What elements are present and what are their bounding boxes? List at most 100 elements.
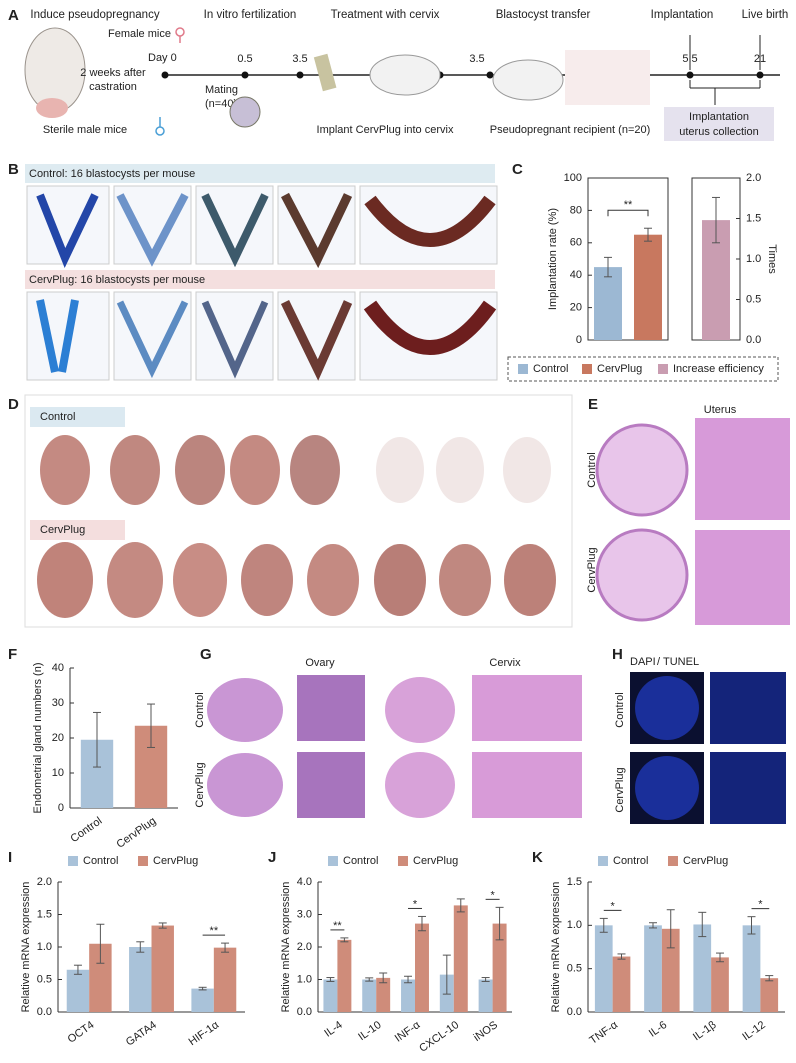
x-tick-label: IL-12 [740,1019,767,1043]
legend-swatch [598,856,608,866]
y-tick-label: 100 [564,172,582,184]
group-header: Control: 16 blastocysts per mouse [29,168,195,180]
collection-label: Implantation [689,111,749,123]
y-tick-label: 0.0 [37,1006,52,1018]
panel-frame [24,394,573,628]
female-label: Female mice [108,28,171,40]
y-tick-label: 0.5 [746,293,761,305]
row-label: Control [194,692,206,727]
uterus-images [26,185,498,381]
y-tick-label: 2.0 [297,941,312,953]
legend-label: Control [533,363,568,375]
day0-label: Day 0 [148,52,177,64]
y-tick-label: 20 [570,302,582,314]
day-label: 3.5 [469,53,484,65]
timeline-dots [161,71,764,79]
panel-label: I [8,849,12,866]
male-symbol [155,117,165,136]
x-tick-label: OCT4 [66,1019,97,1046]
group-label: CervPlug [40,524,85,536]
bar [129,947,152,1012]
step-title: Live birth [742,9,789,21]
bar [401,979,415,1012]
bar [634,234,662,340]
x-tick-label: CXCL-10 [417,1019,461,1055]
cervix-illustration [313,53,337,92]
y-tick-label: 1.0 [297,973,312,985]
x-tick-label: IL-4 [322,1019,344,1040]
significance: * [490,889,495,901]
bar [453,905,468,1012]
arrows [689,35,761,105]
bar [760,978,779,1012]
bar [89,943,112,1012]
recipient-label: Pseudopregnant recipient (n=20) [490,124,651,136]
castration-label: castration [89,81,137,93]
x-tick-label: GATA4 [124,1019,159,1049]
histology-zoom [695,418,790,520]
panel-label: H [612,646,623,663]
step-title: Induce pseudopregnancy [30,9,159,21]
panel-label: D [8,396,19,413]
legend-label: CervPlug [153,855,198,867]
panel-d: Control CervPlug [24,394,573,628]
x-tick-label: IL-1β [691,1019,719,1043]
panel-label: G [200,646,212,663]
y-tick-label: 2.0 [37,876,52,888]
castration-label: 2 weeks after [80,67,146,79]
y-tick-label: 30 [52,697,64,709]
panel-label: B [8,161,19,178]
bar [66,969,90,1012]
panel-e: Uterus Control CervPlug [586,404,790,625]
y-tick-label: 20 [52,732,64,744]
label-bar [30,520,125,540]
bar [644,925,662,1012]
pup-images [37,435,556,618]
significance: * [758,899,763,911]
y-tick-label: 0.0 [746,334,761,346]
y-tick-label: 1.0 [567,919,582,931]
mating-label: (n=40) [205,98,237,110]
y-tick-label: 10 [52,767,64,779]
y-tick-label: 3.0 [297,908,312,920]
y-axis-title: Relative mRNA expression [20,882,32,1013]
group-header: CervPlug: 16 blastocysts per mouse [29,274,205,286]
legend-label: Control [343,855,378,867]
y-axis-title: Relative mRNA expression [280,882,292,1013]
histology-images [207,675,582,818]
bar [711,957,729,1012]
uterus-illustration [36,98,68,118]
significance-bar [607,209,649,217]
y-tick-label: 0.0 [567,1006,582,1018]
step-title: Blastocyst transfer [496,9,591,21]
stain-label: TUNEL [663,656,699,668]
y2-axis-title: Times [766,244,778,274]
row-label: CervPlug [614,767,626,812]
panel-a: Induce pseudopregnancy In vitro fertiliz… [24,9,789,141]
panel-label: E [588,396,598,413]
row-label: Control [586,452,598,487]
bar [376,977,391,1012]
panel-title: Uterus [704,404,737,416]
legend-frame [507,356,779,382]
stain-label: / [657,656,661,668]
bar [362,979,377,1012]
legend-label: CervPlug [683,855,728,867]
legend-swatch [658,364,668,374]
significance: ** [333,920,342,932]
y-tick-label: 2.0 [746,172,761,184]
y-axis-title: Implantation rate (%) [547,208,559,310]
step-title: Treatment with cervix [331,9,440,21]
y-tick-label: 0 [576,334,582,346]
y-tick-label: 40 [52,662,64,674]
panel-labels: A B C D E F G H I J K [8,7,623,866]
collection-label: uterus collection [679,126,759,138]
panel-label: C [512,161,523,178]
legend-label: CervPlug [597,363,642,375]
y-tick-label: 4.0 [297,876,312,888]
mouse-illustration [492,59,564,101]
y-tick-label: 40 [570,269,582,281]
panel-label: J [268,849,276,866]
step-title: Implantation [651,9,714,21]
